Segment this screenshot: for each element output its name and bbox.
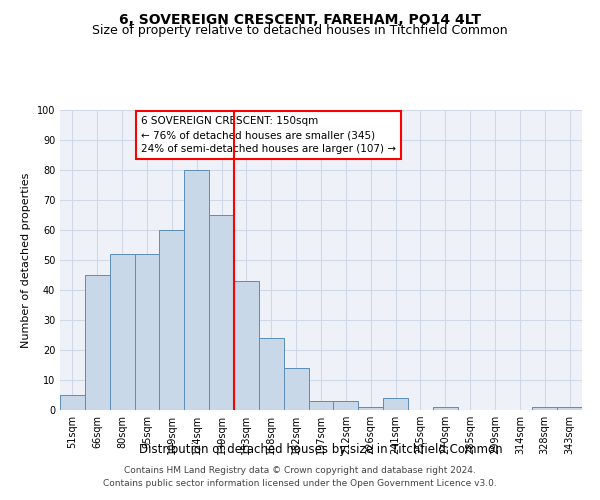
Bar [433,407,458,410]
Text: 6 SOVEREIGN CRESCENT: 150sqm
← 76% of detached houses are smaller (345)
24% of s: 6 SOVEREIGN CRESCENT: 150sqm ← 76% of de… [141,116,396,154]
Bar [134,254,160,410]
Bar [60,395,85,410]
Bar [160,230,184,410]
Bar [383,398,408,410]
Text: Contains HM Land Registry data © Crown copyright and database right 2024.
Contai: Contains HM Land Registry data © Crown c… [103,466,497,487]
Bar [209,215,234,410]
Bar [85,275,110,410]
Y-axis label: Number of detached properties: Number of detached properties [21,172,31,348]
Text: 6, SOVEREIGN CRESCENT, FAREHAM, PO14 4LT: 6, SOVEREIGN CRESCENT, FAREHAM, PO14 4LT [119,12,481,26]
Bar [557,407,582,410]
Bar [358,407,383,410]
Bar [184,170,209,410]
Text: Distribution of detached houses by size in Titchfield Common: Distribution of detached houses by size … [139,442,503,456]
Bar [110,254,134,410]
Bar [259,338,284,410]
Text: Size of property relative to detached houses in Titchfield Common: Size of property relative to detached ho… [92,24,508,37]
Bar [284,368,308,410]
Bar [308,401,334,410]
Bar [334,401,358,410]
Bar [234,281,259,410]
Bar [532,407,557,410]
